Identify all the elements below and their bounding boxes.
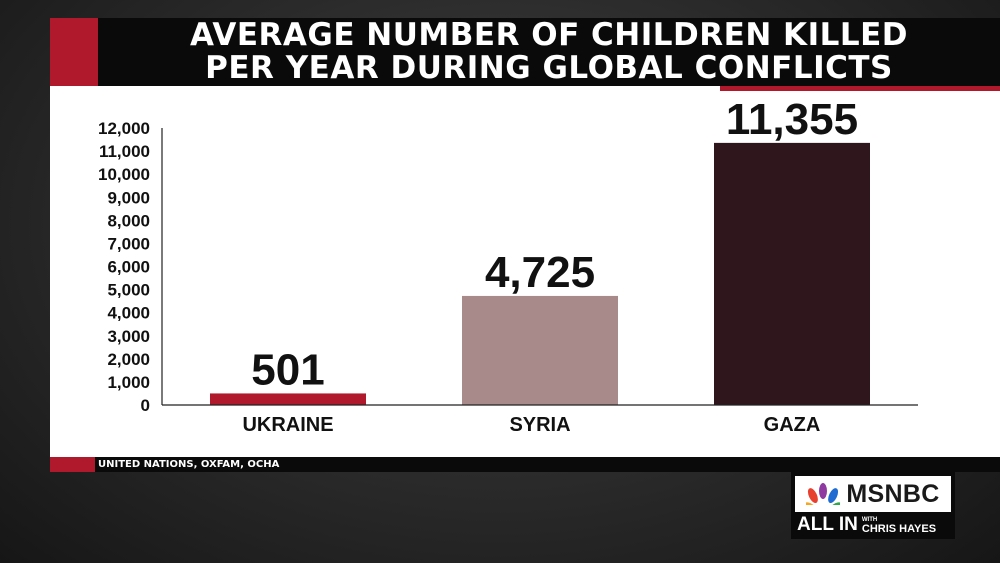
category-label: SYRIA (509, 414, 570, 436)
network-logo: MSNBC ALL IN WITH CHRIS HAYES (791, 472, 955, 539)
bar-syria (462, 295, 618, 405)
y-tick-label: 5,000 (107, 281, 150, 300)
category-labels: UKRAINE SYRIA GAZA (242, 414, 820, 436)
y-tick-label: 6,000 (107, 258, 150, 277)
chart-title: AVERAGE NUMBER OF CHILDREN KILLED PER YE… (98, 18, 1000, 86)
y-tick-label: 7,000 (107, 234, 150, 253)
title-bar (50, 18, 1000, 86)
y-tick-label: 3,000 (107, 327, 150, 346)
y-axis-ticks: 0 1,000 2,000 3,000 4,000 5,000 6,000 7,000 8,00… (98, 119, 150, 415)
show-name: ALL IN WITH CHRIS HAYES (797, 514, 936, 536)
y-tick-label: 4,000 (107, 304, 150, 323)
y-tick-label: 9,000 (107, 188, 150, 207)
title-accent-block (50, 18, 98, 86)
bar-ukraine (210, 393, 366, 405)
bars (210, 142, 870, 406)
bar-value-labels: 501 4,725 11,355 (251, 95, 858, 395)
category-label: UKRAINE (242, 414, 333, 436)
show-host: CHRIS HAYES (861, 523, 937, 535)
y-tick-label: 8,000 (107, 211, 150, 230)
network-name: MSNBC (846, 479, 940, 508)
chart-title-line-2: PER YEAR DURING GLOBAL CONFLICTS (205, 50, 893, 86)
bar-value-label: 11,355 (726, 95, 858, 144)
source-accent-block (50, 457, 95, 472)
peacock-icon (806, 483, 841, 505)
accent-rule (720, 86, 1000, 91)
chart-title-line-1: AVERAGE NUMBER OF CHILDREN KILLED (189, 17, 909, 53)
y-tick-label: 12,000 (98, 119, 150, 138)
y-tick-label: 11,000 (99, 142, 150, 161)
bar-value-label: 501 (251, 345, 324, 394)
source-bar (50, 457, 1000, 472)
bar-gaza (714, 142, 870, 406)
show-with: WITH (861, 517, 878, 523)
y-tick-label: 10,000 (98, 165, 150, 184)
y-tick-label: 1,000 (107, 373, 150, 392)
category-label: GAZA (764, 414, 821, 436)
source-text: UNITED NATIONS, OXFAM, OCHA (98, 459, 280, 470)
bar-value-label: 4,725 (485, 248, 595, 297)
show-title: ALL IN (797, 514, 858, 535)
y-tick-label: 0 (141, 396, 150, 415)
y-tick-label: 2,000 (107, 350, 150, 369)
logo-top: MSNBC (795, 476, 951, 512)
